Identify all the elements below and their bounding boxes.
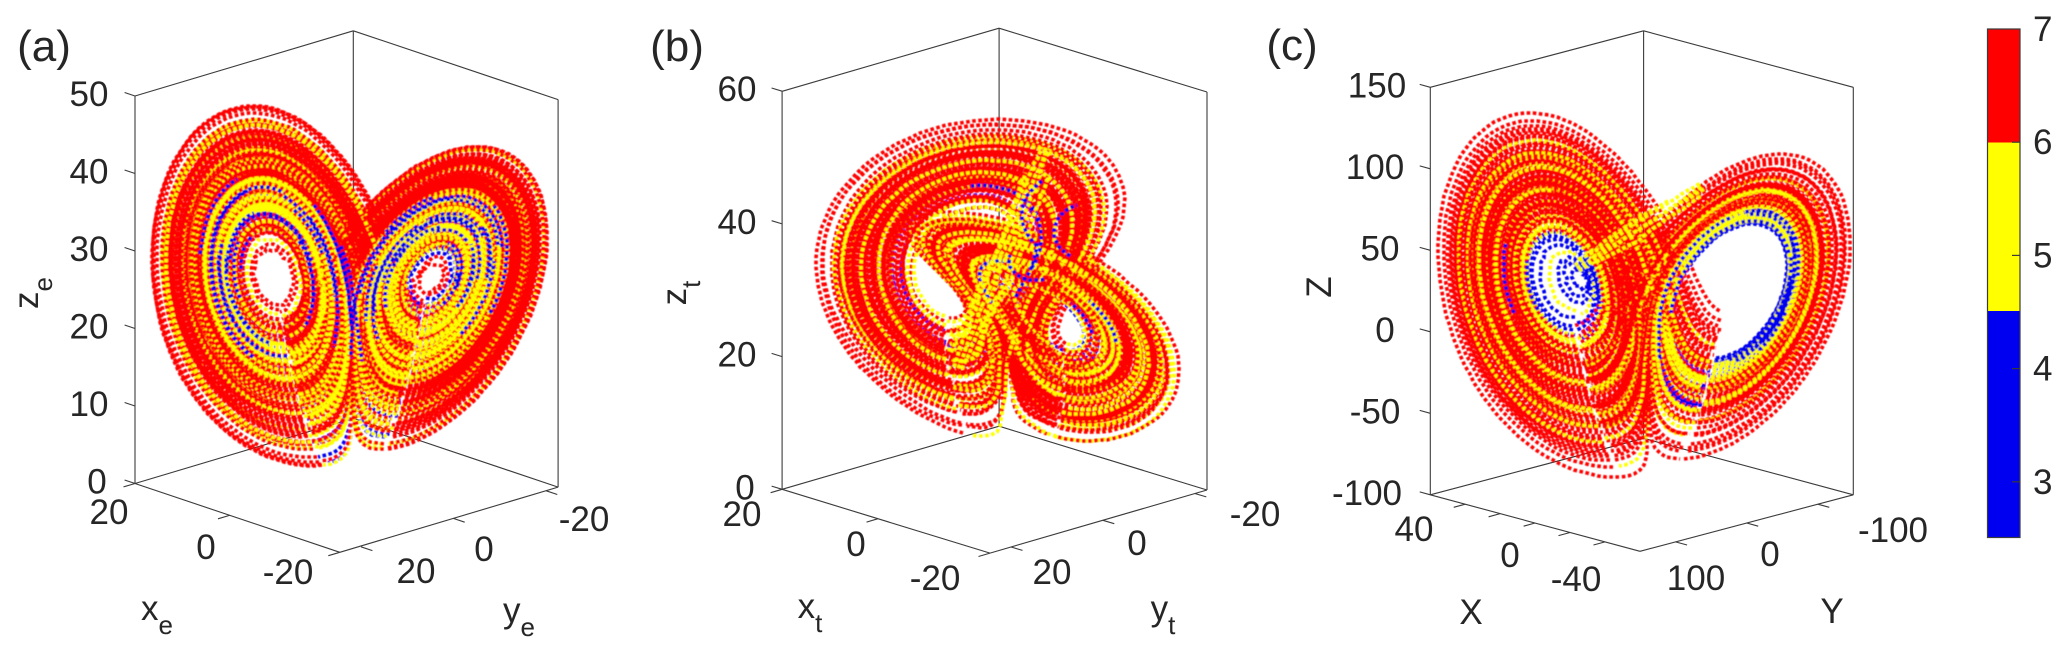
svg-text:20: 20: [90, 493, 129, 532]
svg-text:20: 20: [397, 552, 436, 591]
svg-text:-100: -100: [1858, 511, 1928, 550]
svg-text:100: 100: [1667, 559, 1725, 598]
svg-text:0: 0: [1760, 535, 1779, 574]
svg-text:-20: -20: [263, 553, 314, 592]
svg-text:30: 30: [70, 230, 109, 269]
svg-text:(b): (b): [650, 22, 704, 71]
svg-text:3: 3: [2033, 463, 2052, 502]
svg-text:-50: -50: [1350, 392, 1401, 431]
svg-text:0: 0: [735, 468, 754, 507]
svg-text:Z: Z: [1300, 276, 1339, 297]
svg-text:50: 50: [70, 75, 109, 114]
svg-text:0: 0: [846, 525, 865, 564]
svg-text:40: 40: [718, 203, 757, 242]
svg-text:0: 0: [196, 528, 215, 567]
svg-text:20: 20: [723, 495, 762, 534]
svg-text:-20: -20: [559, 500, 610, 539]
svg-text:X: X: [1459, 593, 1482, 632]
svg-text:0: 0: [1127, 524, 1146, 563]
svg-text:Y: Y: [1820, 592, 1843, 631]
svg-text:40: 40: [1395, 510, 1434, 549]
svg-text:10: 10: [70, 385, 109, 424]
svg-text:50: 50: [1361, 229, 1400, 268]
svg-text:20: 20: [718, 336, 757, 375]
svg-text:(a): (a): [17, 22, 71, 71]
svg-text:4: 4: [2033, 350, 2052, 389]
svg-text:5: 5: [2033, 236, 2052, 275]
svg-text:(c): (c): [1266, 21, 1317, 70]
svg-text:20: 20: [70, 308, 109, 347]
svg-text:0: 0: [1500, 536, 1519, 575]
svg-text:150: 150: [1348, 66, 1406, 105]
svg-text:100: 100: [1346, 148, 1404, 187]
svg-text:60: 60: [718, 70, 757, 109]
svg-text:0: 0: [1375, 311, 1394, 350]
svg-text:40: 40: [70, 153, 109, 192]
svg-text:-20: -20: [910, 559, 961, 598]
svg-text:20: 20: [1033, 553, 1072, 592]
svg-text:-40: -40: [1551, 560, 1602, 599]
svg-text:7: 7: [2033, 10, 2052, 49]
svg-text:6: 6: [2033, 123, 2052, 162]
svg-text:0: 0: [474, 530, 493, 569]
svg-text:-20: -20: [1230, 495, 1281, 534]
svg-text:0: 0: [87, 463, 106, 502]
svg-text:-100: -100: [1332, 474, 1402, 513]
